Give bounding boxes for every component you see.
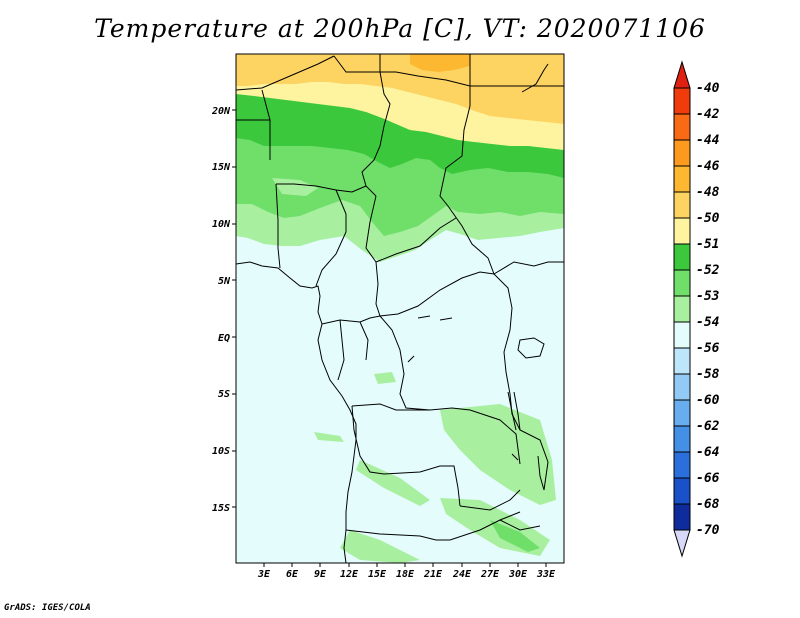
legend-label: -62 <box>696 419 720 434</box>
lon-axis: 3E 6E 9E 12E 15E 18E 21E 24E 27E 30E 33E <box>257 569 556 580</box>
legend-swatch <box>673 425 691 453</box>
field-south-d <box>356 460 430 506</box>
lat-label: 20N <box>211 106 231 117</box>
legend-swatch <box>673 295 691 323</box>
color-legend <box>673 60 691 558</box>
legend-label: -68 <box>696 497 720 512</box>
lat-label: 10N <box>212 219 231 230</box>
map-frame <box>235 53 565 564</box>
red-sea-coast <box>521 63 549 93</box>
legend-swatch <box>673 243 691 271</box>
map-title: Temperature at 200hPa [C], VT: 202007110… <box>94 14 706 43</box>
field-band-46 <box>410 54 470 72</box>
border-sudan-ethiopia <box>493 261 564 275</box>
lat-label: 15N <box>212 162 231 173</box>
legend-swatch <box>673 87 691 115</box>
lon-label: 9E <box>314 569 327 580</box>
lake-victoria <box>517 337 545 359</box>
legend-bottom-arrow <box>673 529 691 558</box>
legend-label: -51 <box>696 237 719 252</box>
grads-credit: GrADS: IGES/COLA <box>4 603 91 613</box>
lat-label: 5S <box>218 389 230 400</box>
legend-label: -70 <box>696 523 720 538</box>
lat-label: EQ <box>218 333 230 344</box>
border-sahara-top <box>236 54 564 106</box>
border-niger-chad <box>361 71 391 197</box>
legend-swatch <box>673 139 691 167</box>
border-car <box>375 217 495 317</box>
field-south-g <box>374 372 396 384</box>
legend-top-arrow <box>673 60 691 89</box>
coastline-west-africa <box>236 261 357 563</box>
small-lakes <box>407 315 519 461</box>
lon-label: 3E <box>257 569 271 580</box>
lat-ticks <box>232 109 236 508</box>
legend-label: -64 <box>696 445 720 460</box>
legend-swatch <box>673 113 691 141</box>
legend-label: -48 <box>696 185 720 200</box>
legend-label: -66 <box>696 471 720 486</box>
field-patch-a <box>236 150 300 172</box>
legend-label: -50 <box>696 211 720 226</box>
lon-label: 18E <box>396 569 415 580</box>
legend-swatch <box>673 217 691 245</box>
legend-label: -53 <box>696 289 720 304</box>
field-south-c <box>340 530 420 563</box>
lat-label: 5N <box>218 276 231 287</box>
lat-axis: 20N 15N 10N 5N EQ 5S 10S 15S <box>211 106 231 514</box>
lat-label: 10S <box>212 446 230 457</box>
lon-label: 24E <box>452 569 472 580</box>
lat-label: 15S <box>212 503 230 514</box>
legend-label: -56 <box>696 341 720 356</box>
legend-swatch <box>673 347 691 375</box>
legend-label: -46 <box>696 159 720 174</box>
legend-label: -42 <box>696 107 720 122</box>
lon-ticks <box>263 563 547 567</box>
lake-malawi <box>537 455 545 491</box>
lon-label: 33E <box>536 569 556 580</box>
lon-label: 30E <box>508 569 528 580</box>
legend-labels: -40 -42 -44 -46 -48 -50 -51 -52 -53 -54 … <box>696 81 720 538</box>
legend-label: -60 <box>696 393 720 408</box>
border-angola <box>345 405 521 541</box>
border-nigeria <box>275 183 367 269</box>
legend-label: -58 <box>696 367 720 382</box>
border-chad-sudan <box>439 105 495 275</box>
border-mali-niger <box>236 89 271 160</box>
legend-swatch <box>673 477 691 505</box>
field-south-a <box>440 404 556 505</box>
legend-label: -40 <box>696 81 720 96</box>
legend-swatch <box>673 191 691 219</box>
legend-swatch <box>673 451 691 479</box>
zambia-zimbabwe <box>459 489 541 531</box>
legend-swatch <box>673 165 691 193</box>
border-drc <box>351 315 521 465</box>
legend-label: -44 <box>696 133 720 148</box>
border-east-africa <box>493 273 549 491</box>
lon-label: 6E <box>286 569 299 580</box>
legend-swatch <box>673 321 691 349</box>
field-band-48 <box>236 54 564 124</box>
field-south-e <box>314 432 344 442</box>
temperature-field <box>236 54 564 563</box>
border-gabon-congo <box>321 315 381 381</box>
legend-swatch <box>673 373 691 401</box>
lon-label: 21E <box>423 569 443 580</box>
lon-label: 12E <box>340 569 359 580</box>
legend-swatch <box>673 503 691 531</box>
legend-swatch <box>673 269 691 297</box>
country-borders <box>236 54 564 563</box>
lon-label: 15E <box>368 569 387 580</box>
legend-label: -52 <box>696 263 720 278</box>
legend-label: -54 <box>696 315 720 330</box>
field-patch-b <box>272 178 318 196</box>
legend-swatch <box>673 399 691 427</box>
lon-label: 27E <box>480 569 500 580</box>
field-south-f <box>490 520 540 552</box>
lake-tanganyika <box>507 391 521 431</box>
